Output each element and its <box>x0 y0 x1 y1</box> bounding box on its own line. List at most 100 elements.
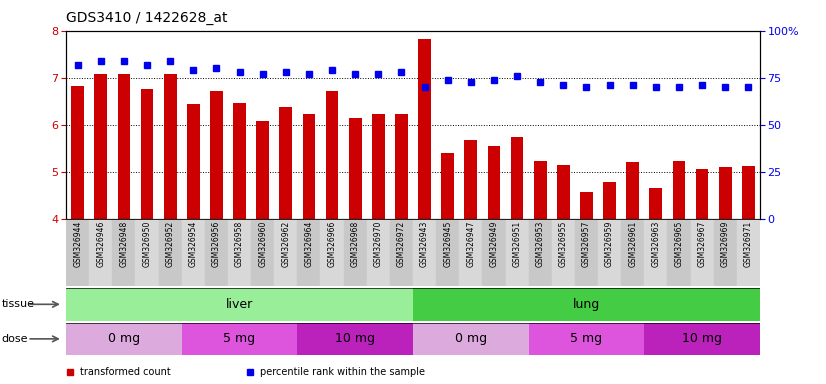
Bar <box>164 74 177 384</box>
Text: GSM326951: GSM326951 <box>513 221 521 267</box>
Bar <box>598 219 621 286</box>
Bar <box>112 219 135 286</box>
Bar <box>413 288 760 321</box>
Bar <box>182 323 297 355</box>
Bar <box>667 219 691 286</box>
Bar <box>436 219 459 286</box>
Bar <box>210 91 223 384</box>
Bar <box>580 192 593 384</box>
Bar <box>644 323 760 355</box>
Text: GSM326969: GSM326969 <box>721 221 729 267</box>
Text: GSM326972: GSM326972 <box>397 221 406 267</box>
Bar <box>325 91 339 384</box>
Text: transformed count: transformed count <box>80 367 171 377</box>
Bar <box>279 107 292 384</box>
Text: lung: lung <box>573 298 600 311</box>
Bar <box>644 219 667 286</box>
Text: GSM326949: GSM326949 <box>490 221 498 267</box>
Bar <box>182 219 205 286</box>
Bar <box>621 219 644 286</box>
Text: GSM326970: GSM326970 <box>374 221 382 267</box>
Bar <box>529 323 644 355</box>
Bar <box>320 219 344 286</box>
Bar <box>117 74 131 384</box>
Bar <box>71 86 84 384</box>
Text: GSM326947: GSM326947 <box>467 221 475 267</box>
Text: GSM326944: GSM326944 <box>74 221 82 267</box>
Bar <box>691 219 714 286</box>
Bar <box>349 118 362 384</box>
Bar <box>742 166 755 384</box>
Text: GSM326968: GSM326968 <box>351 221 359 267</box>
Text: percentile rank within the sample: percentile rank within the sample <box>260 367 425 377</box>
Bar <box>695 169 709 384</box>
Bar <box>395 114 408 384</box>
Bar <box>719 167 732 384</box>
Bar <box>297 323 413 355</box>
Text: GSM326964: GSM326964 <box>305 221 313 267</box>
Bar <box>66 323 182 355</box>
Bar <box>135 219 159 286</box>
Text: 0 mg: 0 mg <box>108 333 140 345</box>
Bar <box>256 121 269 384</box>
Bar <box>737 219 760 286</box>
Bar <box>575 219 598 286</box>
Bar <box>66 219 89 286</box>
Bar <box>649 188 662 384</box>
Bar <box>344 219 367 286</box>
Bar <box>441 153 454 384</box>
Bar <box>140 89 154 384</box>
Text: GSM326961: GSM326961 <box>629 221 637 267</box>
Text: GSM326956: GSM326956 <box>212 221 221 267</box>
Bar <box>297 219 320 286</box>
Text: GSM326946: GSM326946 <box>97 221 105 267</box>
Text: GSM326955: GSM326955 <box>559 221 567 267</box>
Bar <box>94 74 107 384</box>
Text: GSM326967: GSM326967 <box>698 221 706 267</box>
Text: GSM326952: GSM326952 <box>166 221 174 267</box>
Bar <box>302 114 316 384</box>
Bar <box>464 140 477 384</box>
Text: tissue: tissue <box>2 299 35 310</box>
Text: 5 mg: 5 mg <box>224 333 255 345</box>
Text: 10 mg: 10 mg <box>335 333 375 345</box>
Text: GSM326945: GSM326945 <box>444 221 452 267</box>
Bar <box>372 114 385 384</box>
Text: dose: dose <box>2 334 28 344</box>
Text: GSM326966: GSM326966 <box>328 221 336 267</box>
Bar <box>487 146 501 384</box>
Text: GSM326958: GSM326958 <box>235 221 244 267</box>
Text: GSM326948: GSM326948 <box>120 221 128 267</box>
Bar <box>510 137 524 384</box>
Text: GSM326963: GSM326963 <box>652 221 660 267</box>
Bar <box>187 104 200 384</box>
Bar <box>626 162 639 384</box>
Bar <box>529 219 552 286</box>
Bar <box>672 162 686 384</box>
Text: GSM326953: GSM326953 <box>536 221 544 267</box>
Bar <box>367 219 390 286</box>
Text: GSM326965: GSM326965 <box>675 221 683 267</box>
Bar <box>89 219 112 286</box>
Text: GSM326954: GSM326954 <box>189 221 197 267</box>
Bar <box>557 165 570 384</box>
Bar <box>482 219 506 286</box>
Text: GDS3410 / 1422628_at: GDS3410 / 1422628_at <box>66 11 228 25</box>
Bar <box>506 219 529 286</box>
Text: GSM326959: GSM326959 <box>605 221 614 267</box>
Bar <box>459 219 482 286</box>
Bar <box>714 219 737 286</box>
Bar <box>413 219 436 286</box>
Bar <box>534 162 547 384</box>
Bar <box>552 219 575 286</box>
Text: 10 mg: 10 mg <box>682 333 722 345</box>
Bar <box>159 219 182 286</box>
Bar <box>233 103 246 384</box>
Text: GSM326950: GSM326950 <box>143 221 151 267</box>
Bar <box>228 219 251 286</box>
Text: GSM326971: GSM326971 <box>744 221 752 267</box>
Text: GSM326957: GSM326957 <box>582 221 591 267</box>
Bar <box>66 288 413 321</box>
Text: 5 mg: 5 mg <box>571 333 602 345</box>
Text: liver: liver <box>226 298 253 311</box>
